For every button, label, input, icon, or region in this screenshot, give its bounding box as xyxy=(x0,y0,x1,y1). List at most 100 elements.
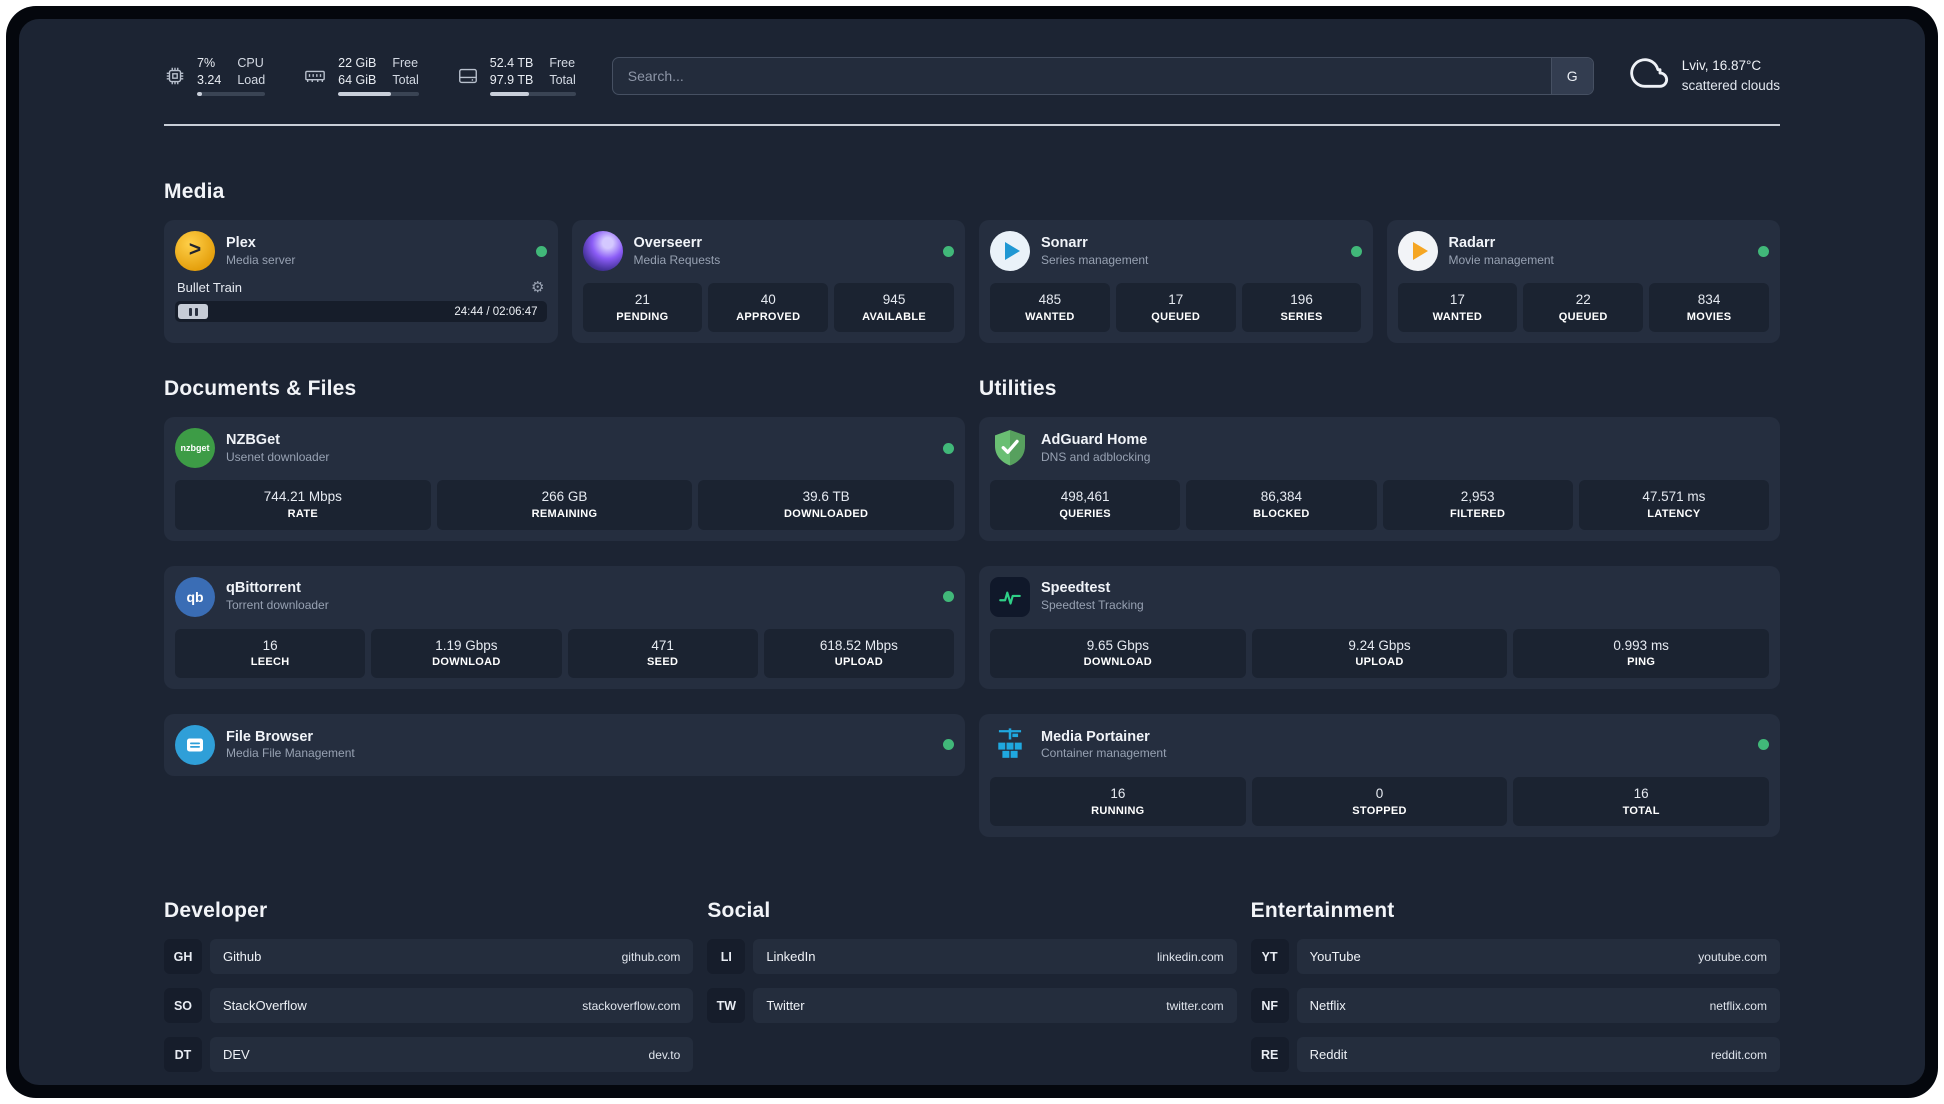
bookmark-linkedin[interactable]: LI LinkedIn linkedin.com xyxy=(707,939,1237,975)
nzbget-icon: nzbget xyxy=(175,428,215,469)
service-link-overseerr[interactable]: Overseerr Media Requests xyxy=(582,231,954,271)
app-window: 7% 3.24 CPU Load xyxy=(6,6,1938,1098)
search-provider-button[interactable]: G xyxy=(1550,57,1593,94)
plex-icon xyxy=(175,231,215,271)
stat-queued: 22 QUEUED xyxy=(1523,283,1644,333)
bookmark-netflix[interactable]: NF Netflix netflix.com xyxy=(1250,988,1780,1024)
service-link-plex[interactable]: Plex Media server xyxy=(175,231,547,271)
stat-value: 744.21 Mbps xyxy=(263,489,342,505)
status-dot xyxy=(943,591,954,603)
stat-value: 266 GB xyxy=(541,489,588,505)
middle-sections: Documents & Files nzbget NZBGet Usenet d… xyxy=(164,377,1780,838)
service-subtitle: Speedtest Tracking xyxy=(1041,598,1144,613)
bookmark-reddit[interactable]: RE Reddit reddit.com xyxy=(1250,1037,1780,1073)
bookmark-name: StackOverflow xyxy=(223,998,307,1014)
service-link-radarr[interactable]: Radarr Movie management xyxy=(1397,231,1769,271)
bookmark-name: DEV xyxy=(223,1047,250,1063)
stat-value: 9.24 Gbps xyxy=(1348,637,1411,653)
stat-upload: 9.24 Gbps UPLOAD xyxy=(1251,628,1508,678)
bookmark-name: Netflix xyxy=(1309,998,1346,1014)
stat-label: APPROVED xyxy=(736,310,801,323)
service-link-sonarr[interactable]: Sonarr Series management xyxy=(990,231,1362,271)
stat-stopped: 0 STOPPED xyxy=(1251,776,1508,827)
stat-label: PENDING xyxy=(616,310,669,323)
stat-label: UPLOAD xyxy=(834,656,883,669)
bookmark-dev[interactable]: DT DEV dev.to xyxy=(164,1037,694,1073)
stat-ping: 0.993 ms PING xyxy=(1513,628,1770,678)
bookmark-url: youtube.com xyxy=(1698,949,1767,964)
bookmark-youtube[interactable]: YT YouTube youtube.com xyxy=(1250,939,1780,975)
bookmark-name: Twitter xyxy=(766,998,805,1014)
service-subtitle: Series management xyxy=(1041,252,1149,267)
stat-queued: 17 QUEUED xyxy=(1115,283,1236,333)
service-link-nzbget[interactable]: nzbget NZBGet Usenet downloader xyxy=(175,428,954,469)
card-filebrowser: File Browser Media File Management xyxy=(164,713,965,776)
service-name: Sonarr xyxy=(1041,234,1088,251)
bookmark-url: dev.to xyxy=(648,1047,681,1062)
stat-label: FILTERED xyxy=(1449,508,1506,521)
service-subtitle: Media File Management xyxy=(226,746,355,761)
card-adguard: AdGuard Home DNS and adblocking 498,461 … xyxy=(979,417,1780,541)
stat-label: UPLOAD xyxy=(1355,656,1404,669)
stat-label: QUEUED xyxy=(1558,310,1608,323)
section-title-utilities: Utilities xyxy=(979,377,1057,401)
card-nzbget: nzbget NZBGet Usenet downloader 744.21 M… xyxy=(164,417,965,541)
card-speedtest: Speedtest Speedtest Tracking 9.65 Gbps D… xyxy=(979,565,1780,689)
playback-time: 24:44 / 02:06:47 xyxy=(454,305,538,318)
stat-label: DOWNLOADED xyxy=(784,508,869,521)
bookmarks-section: Developer GH Github github.com SO StackO… xyxy=(164,899,1780,1073)
service-subtitle: Torrent downloader xyxy=(226,598,329,613)
bookmark-github[interactable]: GH Github github.com xyxy=(164,939,694,975)
stat-value: 16 xyxy=(1633,785,1649,801)
stat-movies: 834 MOVIES xyxy=(1649,283,1769,333)
service-link-portainer[interactable]: Media Portainer Container management xyxy=(990,725,1769,765)
stat-value: 945 xyxy=(882,292,906,307)
stat-upload: 618.52 Mbps UPLOAD xyxy=(763,628,954,678)
service-name: Overseerr xyxy=(633,234,703,251)
weather-widget[interactable]: Lviv, 16.87°C scattered clouds xyxy=(1629,53,1780,98)
settings-icon[interactable]: ⚙ xyxy=(531,279,545,296)
qbittorrent-icon: qb xyxy=(175,576,215,617)
bookmark-abbr: DT xyxy=(164,1037,202,1073)
bookmark-pill: Netflix netflix.com xyxy=(1296,988,1780,1024)
search-input[interactable] xyxy=(612,57,1551,94)
bookmark-twitter[interactable]: TW Twitter twitter.com xyxy=(707,988,1237,1024)
card-portainer: Media Portainer Container management 16 … xyxy=(979,713,1780,838)
memory-total-value: 64 GiB xyxy=(338,72,377,87)
stat-value: 16 xyxy=(262,637,278,653)
card-radarr: Radarr Movie management 17 WANTED 22 QUE… xyxy=(1386,220,1780,344)
stats-row: 17 WANTED 22 QUEUED 834 MOVIES xyxy=(1397,283,1770,333)
stat-label: SEED xyxy=(647,656,679,669)
status-dot xyxy=(943,245,954,257)
service-name: AdGuard Home xyxy=(1041,432,1148,449)
service-subtitle: Container management xyxy=(1041,746,1167,761)
disk-widget: 52.4 TB 97.9 TB Free Total xyxy=(457,55,576,97)
bookmark-stackoverflow[interactable]: SO StackOverflow stackoverflow.com xyxy=(164,988,694,1024)
stat-value: 471 xyxy=(651,637,674,653)
bookmark-pill: DEV dev.to xyxy=(210,1037,694,1073)
stat-label: TOTAL xyxy=(1622,804,1660,817)
card-overseerr: Overseerr Media Requests 21 PENDING 40 A… xyxy=(571,220,965,344)
playback-progress-bar[interactable]: 24:44 / 02:06:47 xyxy=(175,301,547,322)
service-name: File Browser xyxy=(226,728,314,745)
cpu-icon xyxy=(164,65,186,87)
service-link-filebrowser[interactable]: File Browser Media File Management xyxy=(175,724,954,765)
stat-download: 1.19 Gbps DOWNLOAD xyxy=(371,628,562,678)
stats-row: 485 WANTED 17 QUEUED 196 SERIES xyxy=(990,283,1362,333)
stat-queries: 498,461 QUERIES xyxy=(990,480,1181,530)
stat-running: 16 RUNNING xyxy=(990,776,1246,827)
card-qbittorrent: qb qBittorrent Torrent downloader 16 LEE… xyxy=(164,565,965,689)
bookmark-abbr: GH xyxy=(164,939,202,975)
stat-leech: 16 LEECH xyxy=(175,628,366,678)
stats-row: 9.65 Gbps DOWNLOAD 9.24 Gbps UPLOAD 0.99… xyxy=(990,628,1770,678)
service-name: Media Portainer xyxy=(1041,728,1150,745)
service-link-speedtest[interactable]: Speedtest Speedtest Tracking xyxy=(990,576,1769,617)
pause-button[interactable] xyxy=(178,304,208,319)
service-link-qbittorrent[interactable]: qb qBittorrent Torrent downloader xyxy=(175,576,954,617)
section-title-media: Media xyxy=(164,180,225,203)
stat-value: 485 xyxy=(1038,292,1062,307)
disk-free-label: Free xyxy=(549,55,576,70)
stat-label: BLOCKED xyxy=(1253,508,1310,521)
cpu-load-value: 3.24 xyxy=(197,72,222,87)
service-link-adguard[interactable]: AdGuard Home DNS and adblocking xyxy=(990,428,1769,468)
